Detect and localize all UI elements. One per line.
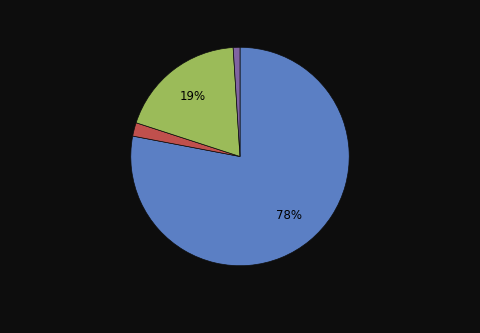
Wedge shape — [233, 47, 240, 157]
Wedge shape — [136, 48, 240, 157]
Wedge shape — [131, 47, 349, 266]
Text: 78%: 78% — [276, 209, 302, 222]
Wedge shape — [132, 123, 240, 157]
Text: 19%: 19% — [180, 90, 206, 103]
